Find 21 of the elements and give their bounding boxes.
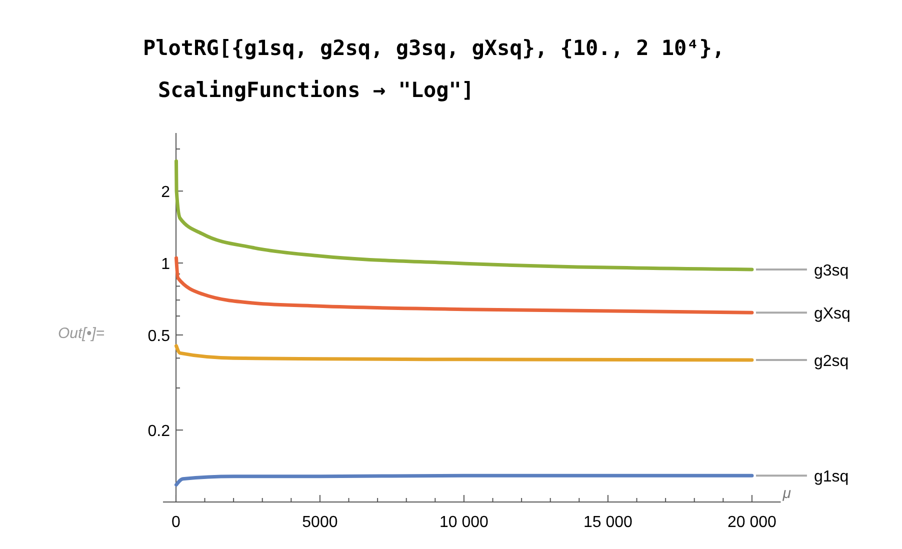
line-series — [174, 344, 754, 362]
x-axis-title: μ — [782, 485, 791, 502]
chart-title: PlotRG[{g1sq, g2sq, g3sq, gXsq}, {10., 2 10⁴}, — [143, 36, 725, 60]
y-tick-label: 0.2 — [148, 423, 170, 440]
x-tick-label: 0 — [172, 514, 181, 531]
text: g1sq — [814, 468, 849, 486]
x-tick-label: 10 000 — [439, 514, 489, 531]
chart-subtitle: ScalingFunctions → "Log"] — [158, 78, 474, 102]
x-tick-label: 5000 — [302, 514, 338, 531]
text: g3sq — [814, 262, 849, 280]
line-series — [174, 159, 754, 272]
line-series — [174, 474, 754, 487]
line-series — [174, 256, 754, 314]
x-tick-label: 15 000 — [583, 514, 633, 531]
text: gXsq — [814, 306, 850, 323]
y-tick-label: 0.5 — [148, 328, 170, 345]
text: Out[•]= — [58, 325, 105, 342]
y-tick-label: 1 — [161, 256, 170, 274]
y-tick-label: 2 — [161, 184, 170, 202]
text: g2sq — [814, 352, 849, 370]
x-tick-label: 20 000 — [727, 514, 777, 531]
